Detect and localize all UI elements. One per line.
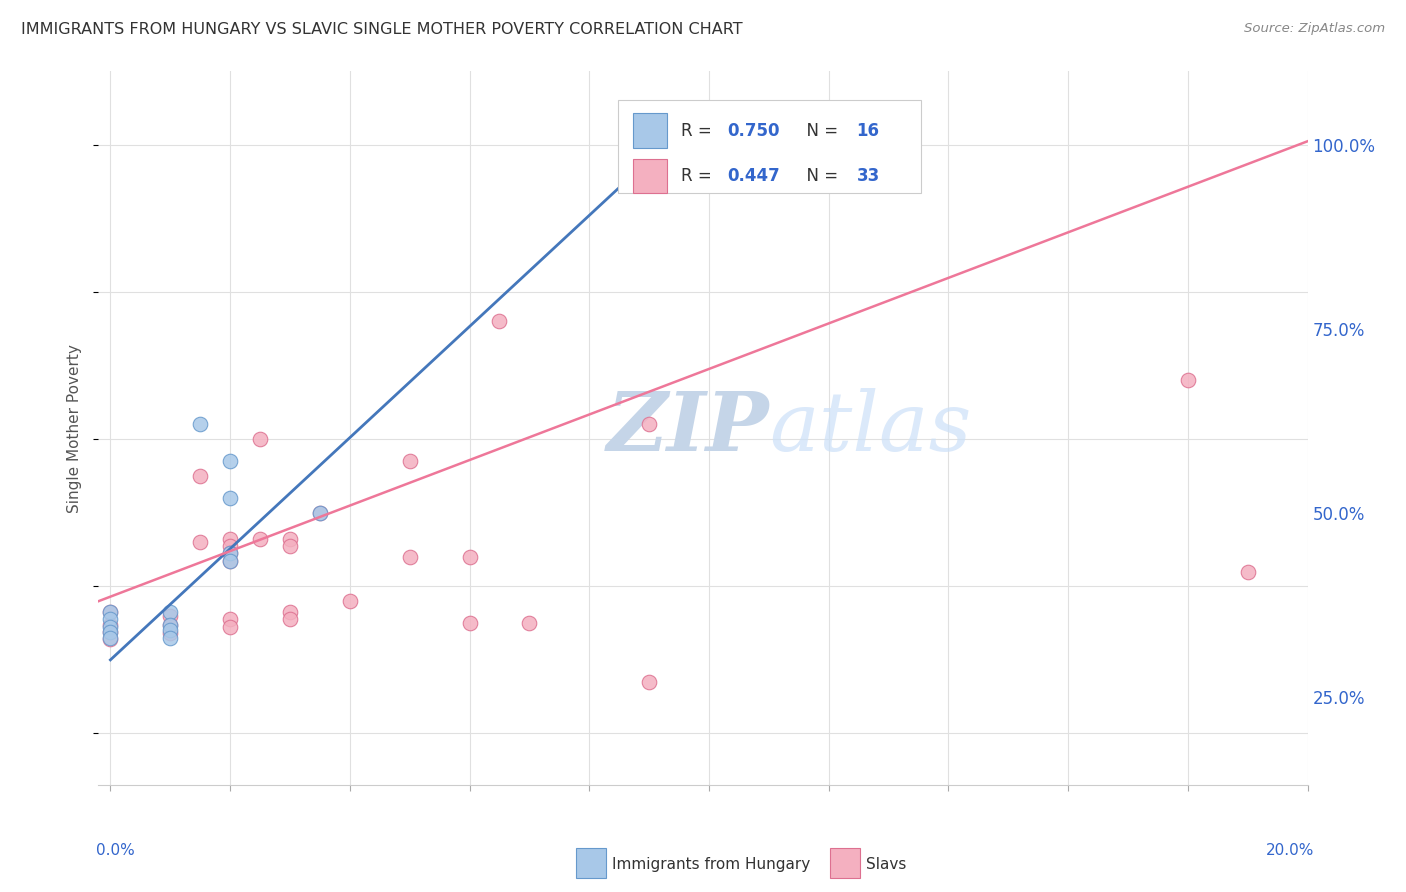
Point	[100, 632, 122, 647]
FancyBboxPatch shape	[619, 100, 921, 193]
Point	[249, 432, 271, 446]
Point	[100, 620, 122, 634]
Point	[219, 546, 242, 560]
Point	[219, 546, 242, 560]
Point	[159, 626, 181, 640]
Point	[188, 469, 211, 483]
Point	[188, 535, 211, 549]
Point	[219, 553, 242, 567]
Point	[100, 605, 122, 619]
Point	[219, 612, 242, 626]
Point	[1236, 565, 1258, 579]
Text: 0.447: 0.447	[727, 167, 780, 185]
FancyBboxPatch shape	[633, 113, 666, 148]
FancyBboxPatch shape	[633, 159, 666, 193]
Text: 20.0%: 20.0%	[1267, 843, 1315, 858]
Point	[458, 549, 481, 564]
FancyBboxPatch shape	[830, 847, 860, 878]
Text: N =: N =	[796, 167, 844, 185]
Point	[398, 454, 420, 468]
Point	[188, 417, 211, 432]
Text: atlas: atlas	[769, 388, 972, 468]
Point	[278, 612, 301, 626]
Text: Source: ZipAtlas.com: Source: ZipAtlas.com	[1244, 22, 1385, 36]
Text: 0.750: 0.750	[727, 121, 780, 139]
Point	[219, 539, 242, 553]
Y-axis label: Single Mother Poverty: Single Mother Poverty	[67, 343, 83, 513]
Text: IMMIGRANTS FROM HUNGARY VS SLAVIC SINGLE MOTHER POVERTY CORRELATION CHART: IMMIGRANTS FROM HUNGARY VS SLAVIC SINGLE…	[21, 22, 742, 37]
Point	[339, 594, 361, 608]
Point	[278, 539, 301, 553]
Point	[309, 506, 332, 520]
Point	[219, 454, 242, 468]
Point	[159, 631, 181, 645]
Text: Immigrants from Hungary: Immigrants from Hungary	[613, 857, 811, 872]
Text: ZIP: ZIP	[606, 388, 769, 468]
Point	[100, 624, 122, 639]
Point	[100, 612, 122, 626]
Point	[309, 506, 332, 520]
Text: R =: R =	[682, 167, 717, 185]
Text: R =: R =	[682, 121, 717, 139]
Point	[638, 417, 661, 432]
Text: N =: N =	[796, 121, 844, 139]
Point	[219, 620, 242, 634]
Point	[100, 617, 122, 632]
Text: 33: 33	[856, 167, 880, 185]
Text: 0.0%: 0.0%	[96, 843, 135, 858]
Point	[1177, 373, 1199, 387]
Point	[100, 631, 122, 645]
Point	[159, 617, 181, 632]
Point	[488, 314, 510, 328]
Point	[159, 608, 181, 623]
Text: Slavs: Slavs	[866, 857, 907, 872]
Point	[100, 624, 122, 639]
Point	[278, 532, 301, 546]
Point	[159, 617, 181, 632]
Point	[398, 549, 420, 564]
Point	[638, 675, 661, 690]
Point	[249, 532, 271, 546]
Point	[100, 605, 122, 619]
Point	[519, 616, 541, 631]
Point	[219, 553, 242, 567]
Point	[159, 624, 181, 638]
FancyBboxPatch shape	[576, 847, 606, 878]
Point	[458, 616, 481, 631]
Text: 16: 16	[856, 121, 880, 139]
Point	[278, 605, 301, 619]
Point	[219, 532, 242, 546]
Point	[159, 605, 181, 619]
Point	[638, 163, 661, 178]
Point	[638, 163, 661, 178]
Point	[219, 491, 242, 505]
